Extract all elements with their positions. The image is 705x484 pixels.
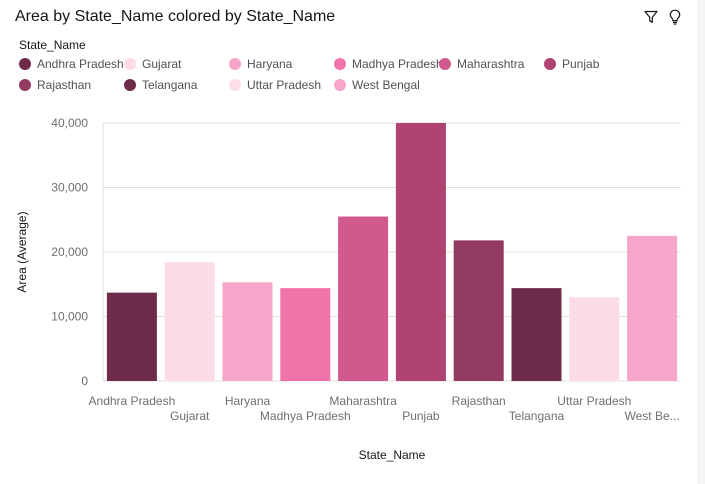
- legend-item[interactable]: Madhya Pradesh: [334, 56, 443, 72]
- legend-swatch: [229, 79, 241, 91]
- legend-swatch: [334, 58, 346, 70]
- legend-swatch: [334, 79, 346, 91]
- legend-swatch: [544, 58, 556, 70]
- legend-swatch: [439, 58, 451, 70]
- legend-item[interactable]: Gujarat: [124, 56, 181, 72]
- legend-title: State_Name: [19, 38, 86, 52]
- legend-item[interactable]: Maharashtra: [439, 56, 524, 72]
- legend-item[interactable]: Punjab: [544, 56, 599, 72]
- legend-swatch: [124, 58, 136, 70]
- x-tick-label: Telangana: [509, 409, 565, 423]
- bar[interactable]: [106, 292, 157, 381]
- legend-item[interactable]: Telangana: [124, 77, 197, 93]
- bar[interactable]: [511, 288, 562, 381]
- x-tick-label: Haryana: [225, 394, 271, 408]
- legend-item[interactable]: Andhra Pradesh: [19, 56, 124, 72]
- x-tick-label: Uttar Pradesh: [557, 394, 631, 408]
- bar[interactable]: [222, 282, 273, 381]
- filter-icon[interactable]: [643, 9, 659, 25]
- y-axis-title: Area (Average): [15, 211, 29, 292]
- legend-label: Punjab: [562, 57, 600, 71]
- bar[interactable]: [395, 123, 446, 381]
- x-tick-label: Gujarat: [170, 409, 210, 423]
- legend-item[interactable]: Rajasthan: [19, 77, 91, 93]
- bar[interactable]: [338, 216, 389, 381]
- y-tick-label: 0: [81, 374, 88, 388]
- page-edge: [697, 0, 705, 484]
- x-tick-label: Andhra Pradesh: [89, 394, 176, 408]
- legend-swatch: [19, 79, 31, 91]
- x-tick-label: West Be...: [625, 409, 680, 423]
- legend-item[interactable]: Uttar Pradesh: [229, 77, 321, 93]
- legend-label: West Bengal: [352, 78, 420, 92]
- bar[interactable]: [627, 235, 678, 381]
- legend-label: Madhya Pradesh: [352, 57, 443, 71]
- x-axis-title: State_Name: [359, 448, 426, 462]
- legend-label: Telangana: [142, 78, 198, 92]
- y-tick-label: 10,000: [51, 310, 88, 324]
- x-tick-label: Punjab: [402, 409, 440, 423]
- legend-swatch: [19, 58, 31, 70]
- lightbulb-icon-glyph: [669, 9, 681, 25]
- legend-swatch: [229, 58, 241, 70]
- legend-label: Haryana: [247, 57, 293, 71]
- filter-icon-glyph: [644, 10, 658, 23]
- legend-label: Andhra Pradesh: [37, 57, 124, 71]
- bar[interactable]: [164, 262, 215, 381]
- widget-title: Area by State_Name colored by State_Name: [15, 8, 336, 25]
- y-tick-label: 30,000: [51, 181, 88, 195]
- x-tick-label: Maharashtra: [329, 394, 397, 408]
- bar[interactable]: [280, 288, 331, 381]
- legend-label: Maharashtra: [457, 57, 525, 71]
- y-tick-label: 40,000: [51, 116, 88, 130]
- legend-item[interactable]: Haryana: [229, 56, 292, 72]
- x-tick-label: Madhya Pradesh: [260, 409, 351, 423]
- lightbulb-icon[interactable]: [667, 9, 683, 25]
- bar[interactable]: [453, 240, 504, 381]
- legend-label: Gujarat: [142, 57, 182, 71]
- legend-label: Uttar Pradesh: [247, 78, 322, 92]
- legend-item[interactable]: West Bengal: [334, 77, 420, 93]
- legend-label: Rajasthan: [37, 78, 92, 92]
- legend-swatch: [124, 79, 136, 91]
- y-tick-label: 20,000: [51, 245, 88, 259]
- x-tick-label: Rajasthan: [452, 394, 506, 408]
- bar[interactable]: [569, 297, 620, 381]
